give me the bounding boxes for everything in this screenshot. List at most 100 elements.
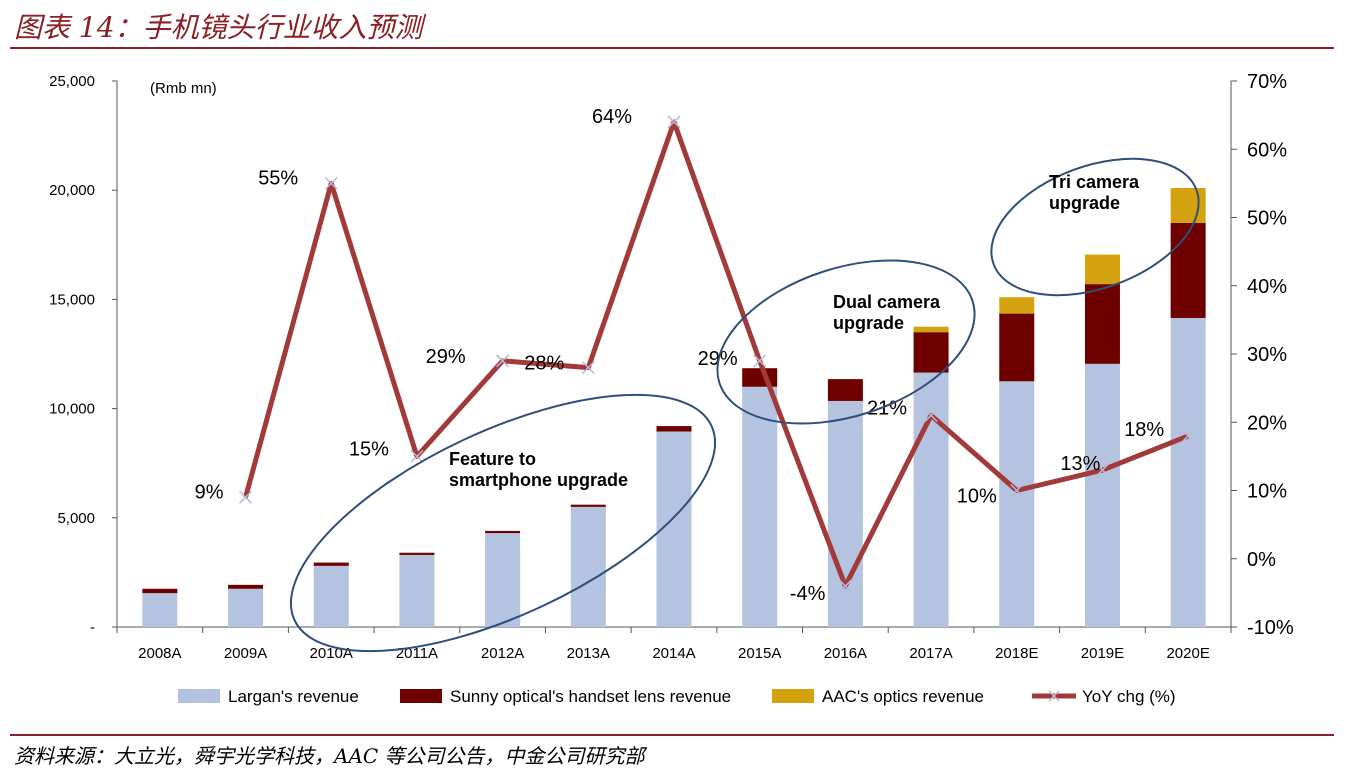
- right-tick-label: 20%: [1247, 412, 1287, 434]
- bar-largan: [1170, 317, 1206, 627]
- bar-largan: [228, 588, 264, 627]
- bar-sunny: [399, 552, 435, 555]
- yoy-data-label: 64%: [592, 106, 632, 128]
- annotation-text: smartphone upgrade: [449, 470, 628, 490]
- yoy-marker: [924, 408, 938, 422]
- yoy-marker: [496, 354, 510, 368]
- figure-title: 图表 14：手机镜头行业收入预测: [14, 11, 423, 44]
- annotation-ellipse: [990, 157, 1200, 297]
- yoy-marker: [667, 115, 681, 129]
- annotation-text: upgrade: [1049, 193, 1120, 213]
- legend-label: Sunny optical's handset lens revenue: [450, 687, 731, 706]
- x-tick-label: 2017A: [909, 645, 952, 662]
- yoy-data-label: 28%: [524, 353, 564, 375]
- annotation-ellipse: [289, 393, 717, 653]
- yoy-marker: [239, 490, 253, 504]
- bar-sunny: [570, 504, 606, 507]
- bar-sunny: [313, 562, 349, 566]
- yoy-data-label: 55%: [258, 167, 298, 189]
- bar-largan: [485, 533, 521, 627]
- yoy-marker: [838, 579, 852, 593]
- bar-largan: [142, 593, 178, 627]
- bar-largan: [1084, 363, 1120, 627]
- x-tick-label: 2015A: [738, 645, 781, 662]
- bar-sunny: [1084, 284, 1120, 364]
- bar-largan: [399, 554, 435, 627]
- bar-largan: [827, 400, 863, 627]
- yoy-line: [243, 119, 1190, 589]
- bar-sunny: [999, 313, 1035, 382]
- bar-sunny: [827, 379, 863, 401]
- left-tick-label: 5,000: [57, 510, 95, 527]
- bar-largan: [313, 565, 349, 627]
- legend-swatch-sunny: [400, 689, 442, 703]
- x-tick-label: 2008A: [138, 645, 181, 662]
- left-tick-label: -: [90, 619, 95, 636]
- bar-sunny: [742, 368, 778, 387]
- yoy-data-label: 18%: [1124, 419, 1164, 441]
- bar-largan: [999, 381, 1035, 627]
- x-tick-label: 2014A: [652, 645, 695, 662]
- right-tick-label: 0%: [1247, 549, 1276, 571]
- bar-aac: [1084, 254, 1120, 285]
- yoy-marker: [324, 176, 338, 190]
- annotation-text: upgrade: [833, 313, 904, 333]
- bar-largan: [570, 506, 606, 627]
- yoy-data-label: 13%: [1060, 453, 1100, 475]
- source-note: 资料来源：大立光，舜宇光学科技，AAC 等公司公告，中金公司研究部: [14, 744, 645, 768]
- yoy-data-label: 29%: [426, 346, 466, 368]
- right-tick-label: -10%: [1247, 617, 1294, 639]
- left-tick-label: 20,000: [49, 182, 95, 199]
- x-tick-label: 2016A: [824, 645, 867, 662]
- right-tick-label: 70%: [1247, 71, 1287, 93]
- bar-aac: [913, 326, 949, 333]
- x-tick-label: 2019E: [1081, 645, 1124, 662]
- yoy-data-label: 10%: [957, 486, 997, 508]
- bar-aac: [999, 297, 1035, 314]
- left-tick-label: 25,000: [49, 73, 95, 90]
- x-tick-label: 2020E: [1166, 645, 1209, 662]
- left-tick-label: 10,000: [49, 401, 95, 418]
- title-rule: [10, 47, 1334, 49]
- yoy-marker: [1095, 463, 1109, 477]
- right-tick-label: 40%: [1247, 276, 1287, 298]
- yoy-data-label: 15%: [349, 438, 389, 460]
- x-tick-label: 2013A: [567, 645, 610, 662]
- source-rule: [10, 734, 1334, 736]
- yoy-marker: [581, 361, 595, 375]
- bar-sunny: [1170, 222, 1206, 318]
- yoy-marker: [410, 449, 424, 463]
- yoy-marker: [753, 354, 767, 368]
- annotation-ellipse: [716, 259, 976, 425]
- bar-sunny: [913, 332, 949, 373]
- units-label: (Rmb mn): [150, 80, 217, 97]
- yoy-data-label: -4%: [790, 583, 826, 605]
- bar-sunny: [656, 426, 692, 432]
- legend-swatch-largan: [178, 689, 220, 703]
- bar-aac: [1170, 188, 1206, 223]
- bar-sunny: [485, 530, 521, 534]
- x-tick-label: 2012A: [481, 645, 524, 662]
- yoy-marker: [1010, 483, 1024, 498]
- annotation-text: Feature to: [449, 449, 536, 469]
- bar-largan: [742, 386, 778, 627]
- legend-label: YoY chg (%): [1082, 687, 1176, 706]
- bar-sunny: [142, 588, 178, 594]
- yoy-marker: [1181, 429, 1195, 443]
- annotation-text: Tri camera: [1049, 172, 1140, 192]
- legend-swatch-aac: [772, 689, 814, 703]
- x-tick-label: 2009A: [224, 645, 267, 662]
- legend-label: AAC's optics revenue: [822, 687, 984, 706]
- right-tick-label: 60%: [1247, 139, 1287, 161]
- right-tick-label: 30%: [1247, 344, 1287, 366]
- yoy-data-label: 9%: [195, 481, 224, 503]
- legend-yoy-marker: [1048, 690, 1060, 702]
- x-tick-label: 2018E: [995, 645, 1038, 662]
- yoy-data-label: 21%: [867, 397, 907, 419]
- annotation-text: Dual camera: [833, 292, 941, 312]
- left-tick-label: 15,000: [49, 291, 95, 308]
- legend-label: Largan's revenue: [228, 687, 359, 706]
- bar-largan: [913, 372, 949, 627]
- right-tick-label: 50%: [1247, 208, 1287, 230]
